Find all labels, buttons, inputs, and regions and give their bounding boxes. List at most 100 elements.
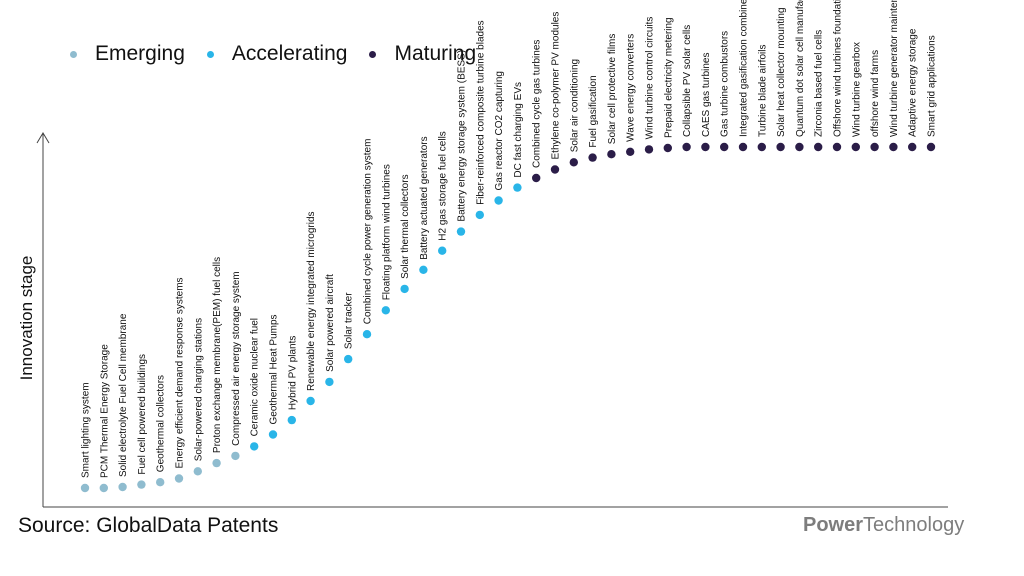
data-points: Smart lighting system PCM Thermal Energy … — [80, 0, 938, 493]
point-label-battery-actuated-generators: Battery actuated generators — [419, 136, 430, 259]
point-solar-thermal-collectors — [400, 284, 409, 294]
point-label-solar-air-conditioning: Solar air conditioning — [569, 59, 580, 152]
point-label-battery-energy-storage-system-bess: Battery energy storage system (BESS) — [457, 50, 468, 222]
point-label-gas-reactor-co2-capturing: Gas reactor CO2 capturing — [494, 71, 505, 190]
point-label-energy-efficient-demand-response-systems: Energy efficient demand response systems — [175, 277, 186, 468]
legend-label-accelerating: Accelerating — [231, 42, 348, 65]
point-label-solar-tracker: Solar tracker — [344, 292, 355, 349]
point-label-caes-gas-turbines: CAES gas turbines — [701, 53, 712, 138]
legend-label-maturing: Maturing — [394, 42, 477, 65]
point-label-offshore-wind-farms: offshore wind farms — [870, 50, 881, 137]
point-label-turbine-blade-airfoils: Turbine blade airfoils — [757, 45, 768, 137]
point-offshore-wind-turbines-foundations — [832, 142, 842, 152]
point-hybrid-pv-plants — [287, 415, 296, 425]
point-label-ethylene-co-polymer-pv-modules: Ethylene co-polymer PV modules — [551, 12, 562, 160]
point-label-combined-cycle-power-generation-system: Combined cycle power generation system — [363, 139, 374, 325]
point-label-gas-turbine-combustors: Gas turbine combustors — [720, 31, 731, 137]
point-combined-cycle-gas-turbines — [532, 173, 541, 183]
point-turbine-blade-airfoils — [757, 142, 766, 152]
point-label-wind-turbine-gearbox: Wind turbine gearbox — [851, 42, 862, 137]
point-pcm-thermal-energy-storage — [99, 483, 109, 493]
point-ethylene-co-polymer-pv-modules — [550, 165, 560, 174]
point-solar-powered-charging-stations — [193, 467, 202, 476]
legend-swatch-maturing — [369, 50, 377, 58]
point-label-zirconia-based-fuel-cells: Zirconia based fuel cells — [814, 30, 825, 137]
point-label-solar-powered-charging-stations: Solar-powered charging stations — [193, 318, 204, 461]
legend-item-accelerating: Accelerating — [206, 42, 348, 66]
point-label-fiber-reinforced-composite-turbine-blades: Fiber-reinforced composite turbine blade… — [475, 20, 486, 205]
point-offshore-wind-farms — [870, 142, 879, 152]
point-h2-gas-storage-fuel-cells — [438, 246, 447, 255]
point-label-renewable-energy-integrated-microgrids: Renewable energy integrated microgrids — [306, 211, 317, 391]
point-wind-turbine-control-circuits — [644, 145, 654, 154]
point-quantum-dot-solar-cell-manufacturing — [795, 142, 804, 152]
point-label-wave-energy-converters: Wave energy converters — [626, 34, 637, 142]
legend-swatch-emerging — [70, 50, 77, 58]
point-label-wind-turbine-control-circuits: Wind turbine control circuits — [645, 17, 656, 140]
point-label-dc-fast-charging-evs: DC fast charging EVs — [513, 82, 524, 178]
point-solar-heat-collector-mounting — [776, 142, 785, 152]
point-solar-powered-aircraft — [325, 377, 334, 387]
point-gas-reactor-co2-capturing — [494, 196, 503, 205]
source-note: Source: GlobalData Patents — [18, 514, 279, 537]
point-fiber-reinforced-composite-turbine-blades — [475, 210, 484, 220]
point-label-geothermal-collectors: Geothermal collectors — [156, 375, 167, 472]
point-label-wind-turbine-generator-maintenance: Wind turbine generator maintenance — [889, 0, 900, 137]
point-label-adaptive-energy-storage: Adaptive energy storage — [908, 28, 919, 137]
point-wind-turbine-generator-maintenance — [889, 142, 898, 152]
point-label-solar-powered-aircraft: Solar powered aircraft — [325, 274, 336, 372]
point-smart-grid-applications — [926, 142, 936, 152]
point-integrated-gasification-combined-cycle — [738, 142, 748, 152]
point-label-solar-heat-collector-mounting: Solar heat collector mounting — [776, 7, 787, 137]
point-battery-actuated-generators — [419, 265, 428, 274]
point-dc-fast-charging-evs — [513, 183, 522, 192]
point-label-floating-platform-wind-turbines: Floating platform wind turbines — [381, 164, 392, 300]
point-gas-turbine-combustors — [720, 142, 729, 152]
point-geothermal-heat-pumps — [268, 430, 278, 439]
point-label-collapsible-pv-solar-cells: Collapsible PV solar cells — [682, 25, 693, 137]
point-energy-efficient-demand-response-systems — [174, 474, 184, 483]
point-smart-lighting-system — [80, 483, 90, 493]
point-floating-platform-wind-turbines — [381, 306, 390, 315]
point-battery-energy-storage-system-bess — [456, 227, 466, 236]
point-zirconia-based-fuel-cells — [814, 142, 823, 152]
point-solar-tracker — [344, 354, 353, 364]
point-label-geothermal-heat-pumps: Geothermal Heat Pumps — [269, 314, 280, 424]
point-label-solar-cell-protective-films: Solar cell protective films — [607, 34, 618, 145]
point-label-fuel-gasification: Fuel gasification — [588, 75, 599, 147]
point-fuel-cell-powered-buildings — [137, 480, 146, 489]
point-solar-cell-protective-films — [607, 150, 616, 159]
brand-part-technology: Technology — [863, 514, 965, 536]
point-label-pcm-thermal-energy-storage: PCM Thermal Energy Storage — [99, 344, 110, 478]
point-ceramic-oxide-nuclear-fuel — [250, 442, 259, 451]
point-label-offshore-wind-turbines-foundations: Offshore wind turbines foundations — [833, 0, 844, 137]
point-label-compressed-air-energy-storage-system: Compressed air energy storage system — [231, 271, 242, 446]
point-renewable-energy-integrated-microgrids — [306, 396, 315, 406]
point-proton-exchange-membrane-pem-fuel-cells — [212, 458, 221, 468]
point-solar-air-conditioning — [569, 158, 578, 167]
point-label-integrated-gasification-combined-cycle: Integrated gasification combined cycle — [739, 0, 750, 137]
legend-swatch-accelerating — [206, 50, 214, 58]
point-label-smart-grid-applications: Smart grid applications — [927, 35, 938, 137]
chart-axes: Innovation stage — [17, 132, 948, 508]
point-label-solid-electrolyte-fuel-cell-membrane: Solid electrolyte Fuel Cell membrane — [118, 313, 129, 477]
legend-item-emerging: Emerging — [70, 42, 185, 66]
point-label-smart-lighting-system: Smart lighting system — [81, 382, 92, 478]
y-axis-label: Innovation stage — [17, 256, 36, 381]
legend-label-emerging: Emerging — [95, 42, 185, 65]
point-label-prepaid-electricity-metering: Prepaid electricity metering — [663, 17, 674, 138]
point-label-combined-cycle-gas-turbines: Combined cycle gas turbines — [532, 40, 543, 168]
brand-part-power: Power — [803, 514, 864, 536]
point-wind-turbine-gearbox — [851, 142, 860, 152]
point-label-solar-thermal-collectors: Solar thermal collectors — [400, 174, 411, 278]
point-geothermal-collectors — [156, 478, 165, 487]
y-axis-arrow — [36, 132, 50, 144]
point-prepaid-electricity-metering — [663, 143, 672, 153]
point-label-ceramic-oxide-nuclear-fuel: Ceramic oxide nuclear fuel — [250, 318, 261, 436]
point-fuel-gasification — [588, 153, 597, 162]
point-compressed-air-energy-storage-system — [231, 451, 240, 461]
legend-item-maturing: Maturing — [369, 42, 476, 66]
chart-legend: Emerging Accelerating Maturing — [70, 38, 476, 70]
point-label-hybrid-pv-plants: Hybrid PV plants — [287, 336, 298, 410]
